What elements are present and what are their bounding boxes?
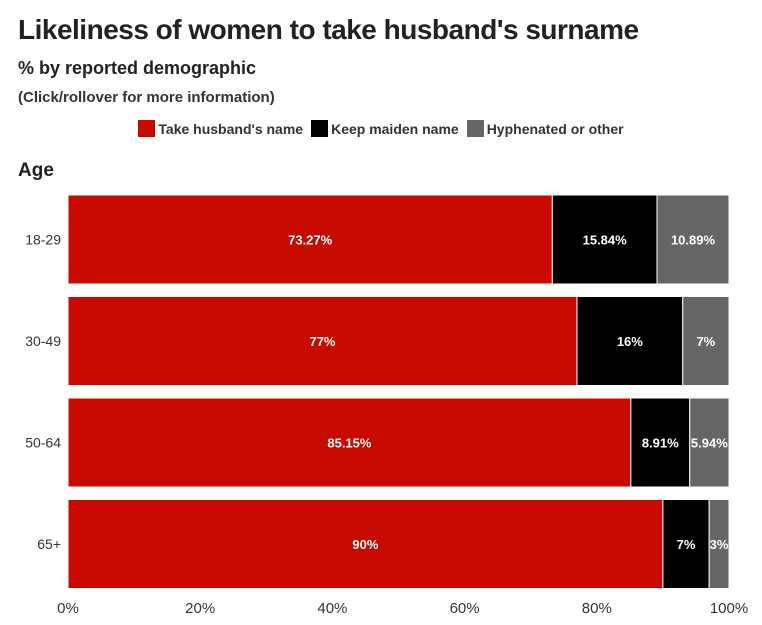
data-label: 10.89% xyxy=(671,233,716,248)
bar-segment[interactable] xyxy=(67,194,553,285)
bar-segment[interactable] xyxy=(689,397,730,488)
bar-segment[interactable] xyxy=(67,499,664,589)
x-tick-label: 100% xyxy=(710,600,748,617)
bar-segment[interactable] xyxy=(630,397,691,488)
x-tick-label: 80% xyxy=(582,600,612,617)
x-tick-label: 40% xyxy=(317,600,347,617)
data-label: 15.84% xyxy=(583,233,628,248)
bar-segment[interactable] xyxy=(682,296,730,386)
group-label-age: Age xyxy=(18,160,54,181)
data-label: 7% xyxy=(677,537,696,552)
data-label: 73.27% xyxy=(288,233,333,248)
bar-segment[interactable] xyxy=(708,499,730,589)
data-label: 8.91% xyxy=(642,436,679,451)
data-label: 85.15% xyxy=(327,436,372,451)
bar-segment[interactable] xyxy=(67,296,578,386)
legend-swatch xyxy=(311,120,329,137)
bar-segment[interactable] xyxy=(67,397,632,488)
x-tick-label: 20% xyxy=(185,600,215,617)
category-label: 65+ xyxy=(37,536,61,552)
interaction-note: (Click/rollover for more information) xyxy=(18,89,275,106)
data-label: 77% xyxy=(309,334,335,349)
data-label: 5.94% xyxy=(691,436,728,451)
data-label: 90% xyxy=(352,537,378,552)
legend-label: Keep maiden name xyxy=(331,120,459,137)
bar-segment[interactable] xyxy=(551,194,658,285)
legend-swatch xyxy=(466,120,484,137)
chart-subtitle: % by reported demographic xyxy=(18,58,257,78)
legend-item-hyphenated-or-other[interactable]: Hyphenated or other xyxy=(466,120,624,137)
legend-label: Take husband's name xyxy=(158,120,304,137)
data-label: 7% xyxy=(696,334,715,349)
x-tick-label: 0% xyxy=(57,600,79,617)
data-label: 16% xyxy=(617,334,643,349)
category-label: 30-49 xyxy=(25,333,61,349)
legend-item-keep-maiden-name[interactable]: Keep maiden name xyxy=(311,120,459,137)
category-label: 18-29 xyxy=(25,232,61,248)
chart-title: Likeliness of women to take husband's su… xyxy=(18,14,639,45)
data-label: 3% xyxy=(710,537,729,552)
bar-segment[interactable] xyxy=(656,194,730,285)
legend-item-take-husbands-name[interactable]: Take husband's name xyxy=(138,120,303,137)
legend: Take husband's name Keep maiden name Hyp… xyxy=(0,120,762,137)
x-tick-label: 60% xyxy=(450,600,480,617)
category-label: 50-64 xyxy=(25,435,61,451)
legend-label: Hyphenated or other xyxy=(486,120,624,137)
legend-swatch xyxy=(138,120,156,137)
